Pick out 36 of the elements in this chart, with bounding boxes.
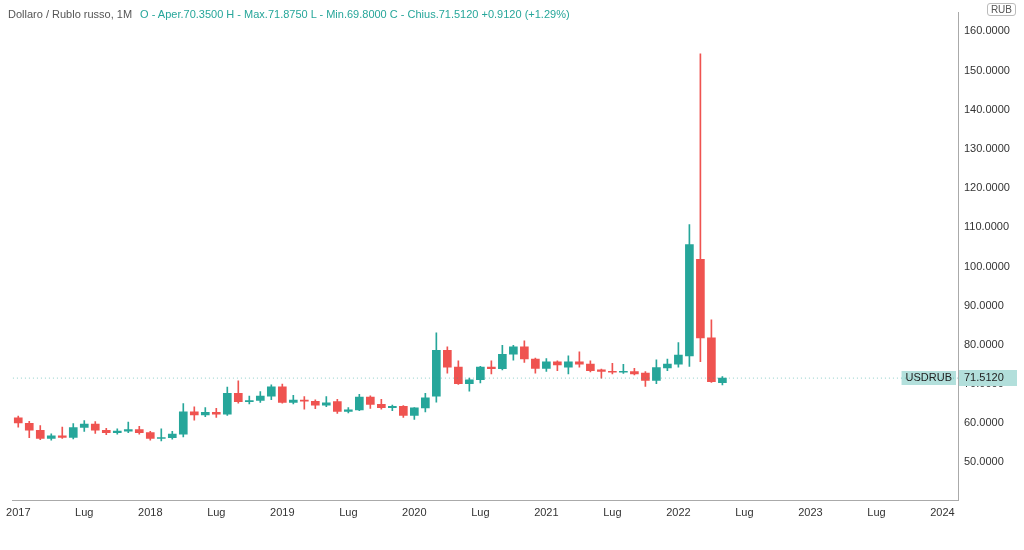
x-tick-label: 2024 [930,506,955,519]
x-tick-label: Lug [603,506,622,519]
text: 71.5120 [964,371,1004,384]
x-tick-label: 2020 [402,506,427,519]
x-tick-label: Lug [207,506,226,519]
y-tick-label: 130.0000 [964,141,1010,154]
x-tick-label: 2023 [798,506,823,519]
candlestick [57,426,67,439]
x-tick-label: 2019 [270,506,295,519]
candlestick [299,396,309,410]
y-tick-label: 120.0000 [964,181,1010,194]
x-tick-label: Lug [75,506,94,519]
candlestick [112,428,122,435]
x-tick-label: 2017 [6,506,31,519]
x-tick-label: Lug [867,506,886,519]
x-tick-label: Lug [735,506,754,519]
x-tick-label: 2022 [666,506,691,519]
y-tick-label: 150.0000 [964,63,1010,76]
y-tick-label: 140.0000 [964,102,1010,115]
y-tick-label: 80.0000 [964,337,1004,350]
x-tick-label: 2018 [138,506,163,519]
y-tick-label: 100.0000 [964,259,1010,272]
y-tick-label: 60.0000 [964,416,1004,429]
x-tick-label: Lug [339,506,358,519]
x-tick-label: Lug [471,506,490,519]
chart-title: Dollaro / Rublo russo, 1M [8,8,133,20]
y-tick-label: 50.0000 [964,455,1004,468]
y-tick-label: 160.0000 [964,24,1010,37]
candlestick [123,421,133,433]
chart-subtitle: O - Aper.70.3500 H - Max.71.8750 L - Min.69.8000 C - Chius.71.5120 +0.9120 (+1.29%) [140,8,570,20]
y-tick-label: 90.0000 [964,298,1004,311]
text: RUB [986,3,1016,16]
y-tick-label: 110.0000 [964,220,1010,233]
x-tick-label: 2021 [534,506,559,519]
ref-line-label: USDRUB [905,371,952,384]
candlestick [156,428,166,442]
